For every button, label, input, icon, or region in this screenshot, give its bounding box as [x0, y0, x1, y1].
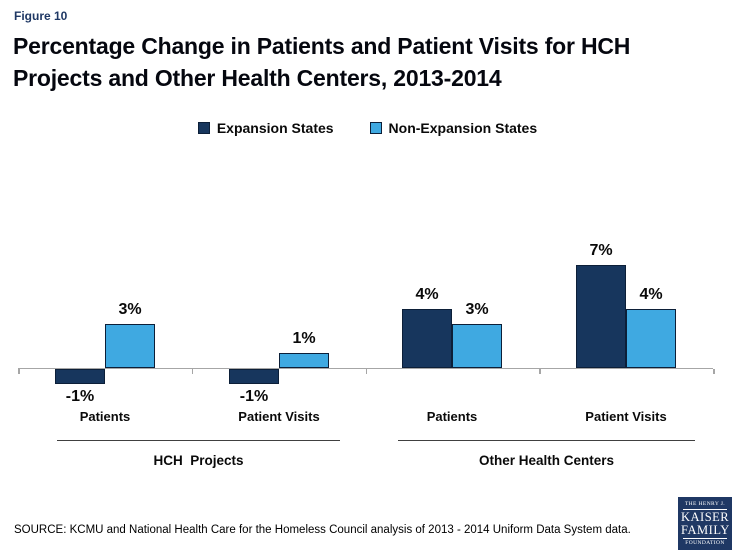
bar-non-expansion-0 — [105, 324, 155, 368]
bar-expansion-3 — [576, 265, 626, 368]
page-title: Percentage Change in Patients and Patien… — [13, 30, 713, 94]
bar-non-expansion-1 — [279, 353, 329, 368]
group-axis-line — [57, 440, 340, 441]
logo-text-foundation: FOUNDATION — [685, 540, 725, 546]
bar-non-expansion-2 — [452, 324, 502, 368]
source-note: SOURCE: KCMU and National Health Care fo… — [14, 524, 631, 536]
group-label: Other Health Centers — [478, 453, 615, 468]
legend-swatch-non-expansion-icon — [369, 122, 382, 134]
bar-value-label: 4% — [415, 286, 439, 303]
logo-divider-bottom — [683, 538, 727, 539]
bar-value-label: 4% — [639, 286, 663, 303]
legend-label-non-expansion: Non-Expansion States — [388, 120, 538, 136]
x-axis-tick — [713, 369, 715, 374]
kff-logo: THE HENRY J. KAISER FAMILY FOUNDATION — [678, 497, 732, 550]
bar-expansion-1 — [229, 369, 279, 384]
category-label: Patients — [79, 409, 131, 424]
figure-label: Figure 10 — [14, 9, 68, 23]
bar-value-label: -1% — [239, 388, 269, 405]
x-axis-tick — [365, 369, 367, 374]
bar-value-label: 1% — [292, 330, 316, 347]
x-axis-line — [18, 367, 713, 369]
logo-divider-top — [683, 509, 727, 510]
bar-value-label: -1% — [65, 388, 95, 405]
legend-item-non-expansion-states: Non-Expansion States — [369, 120, 538, 136]
group-label: HCH Projects — [153, 453, 244, 468]
title-line-1: Percentage Change in Patients and Patien… — [13, 33, 631, 59]
x-axis-tick — [191, 369, 194, 374]
logo-text-the-henry-j: THE HENRY J. — [684, 501, 726, 507]
logo-text-family: FAMILY — [681, 523, 730, 537]
bar-value-label: 7% — [589, 242, 613, 259]
legend-swatch-expansion-icon — [197, 122, 210, 134]
category-label: Patients — [426, 409, 478, 424]
legend-item-expansion-states: Expansion States — [197, 120, 334, 136]
logo-text-kaiser: KAISER — [681, 510, 730, 524]
bar-value-label: 3% — [118, 301, 142, 318]
bar-non-expansion-3 — [626, 309, 676, 368]
x-axis-tick — [18, 369, 20, 374]
category-label: Patient Visits — [585, 409, 667, 424]
bar-expansion-2 — [402, 309, 452, 368]
category-label: Patient Visits — [238, 409, 320, 424]
legend-label-expansion: Expansion States — [216, 120, 334, 136]
x-axis-tick — [539, 369, 541, 374]
bar-value-label: 3% — [465, 301, 489, 318]
group-axis-line — [398, 440, 695, 441]
bar-expansion-0 — [55, 369, 105, 384]
title-line-2: Projects and Other Health Centers, 2013-… — [13, 65, 502, 91]
chart-legend: Expansion States Non-Expansion States — [0, 120, 735, 136]
